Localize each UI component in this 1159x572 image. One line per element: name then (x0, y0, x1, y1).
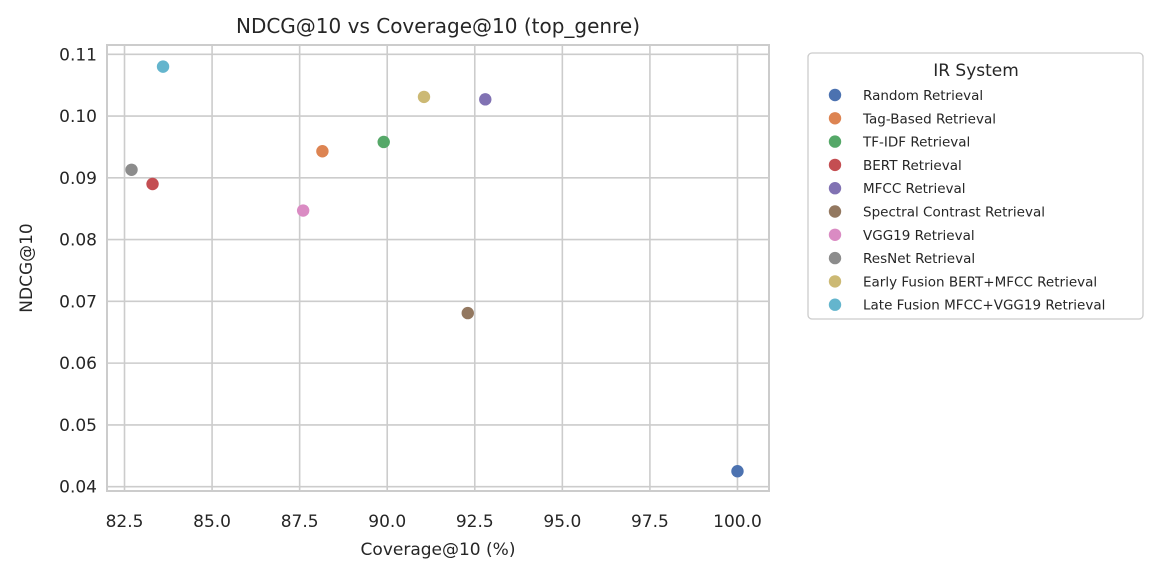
legend-marker (828, 112, 842, 125)
data-point (461, 306, 474, 320)
data-points (125, 60, 744, 478)
plot-frame (106, 44, 770, 492)
x-tick-label: 90.0 (368, 512, 406, 532)
y-tick-label: 0.07 (59, 292, 97, 312)
y-tick-label: 0.09 (59, 169, 97, 189)
x-tick-label: 92.5 (456, 512, 494, 532)
legend-entry: ResNet Retrieval (863, 251, 975, 267)
y-axis-label: NDCG@10 (17, 223, 37, 312)
x-tick-label: 100.0 (713, 512, 762, 532)
y-tick-label: 0.05 (59, 416, 97, 436)
legend-entry: BERT Retrieval (863, 158, 962, 174)
data-point (316, 145, 329, 158)
legend-entry: Spectral Contrast Retrieval (863, 205, 1045, 221)
data-point (156, 60, 170, 73)
x-ticks: 82.5 85.0 87.5 90.0 92.5 95.0 97.5 100.0 (106, 512, 762, 532)
legend-marker (828, 298, 842, 311)
x-tick-label: 87.5 (281, 512, 319, 532)
data-point (296, 204, 310, 217)
data-point (417, 90, 431, 104)
x-tick-label: 85.0 (193, 512, 231, 532)
grid-lines (107, 45, 769, 491)
y-tick-label: 0.04 (59, 478, 97, 498)
legend-items: Random Retrieval Tag-Based Retrieval TF-ID… (828, 88, 1105, 314)
data-point (731, 465, 744, 478)
x-tick-label: 95.0 (543, 512, 581, 532)
legend-entry: Early Fusion BERT+MFCC Retrieval (863, 274, 1097, 290)
x-tick-label: 82.5 (106, 512, 144, 532)
data-point (479, 93, 492, 106)
legend-marker (828, 182, 842, 195)
y-tick-label: 0.08 (59, 231, 97, 251)
legend-entry: TF-IDF Retrieval (862, 135, 970, 151)
legend-entry: Random Retrieval (863, 88, 983, 104)
legend-title: IR System (933, 61, 1019, 81)
data-point (125, 163, 138, 176)
y-tick-label: 0.10 (59, 107, 97, 127)
chart-title: NDCG@10 vs Coverage@10 (top_genre) (236, 14, 640, 38)
legend-entry: Late Fusion MFCC+VGG19 Retrieval (863, 298, 1105, 314)
x-axis-label: Coverage@10 (%) (361, 540, 516, 560)
legend-marker (828, 135, 842, 148)
legend-marker (828, 228, 842, 241)
plot-area (106, 44, 770, 492)
legend-marker (828, 251, 842, 265)
legend-entry: MFCC Retrieval (863, 181, 966, 197)
plot-background (107, 45, 769, 491)
y-tick-label: 0.06 (59, 354, 97, 374)
legend-entry: VGG19 Retrieval (863, 228, 975, 244)
y-ticks: 0.04 0.05 0.06 0.07 0.08 0.09 0.10 0.11 (59, 45, 97, 497)
data-point (377, 135, 390, 149)
legend: IR System Random Retrieval Tag-Based Retr… (807, 52, 1144, 320)
x-tick-label: 97.5 (631, 512, 669, 532)
legend-marker (828, 88, 842, 102)
legend-box (807, 52, 1144, 320)
legend-marker (828, 275, 842, 288)
legend-marker (828, 205, 842, 218)
data-point (146, 177, 159, 191)
legend-entry: Tag-Based Retrieval (862, 111, 996, 127)
legend-marker (828, 158, 842, 172)
y-tick-label: 0.11 (59, 45, 97, 65)
